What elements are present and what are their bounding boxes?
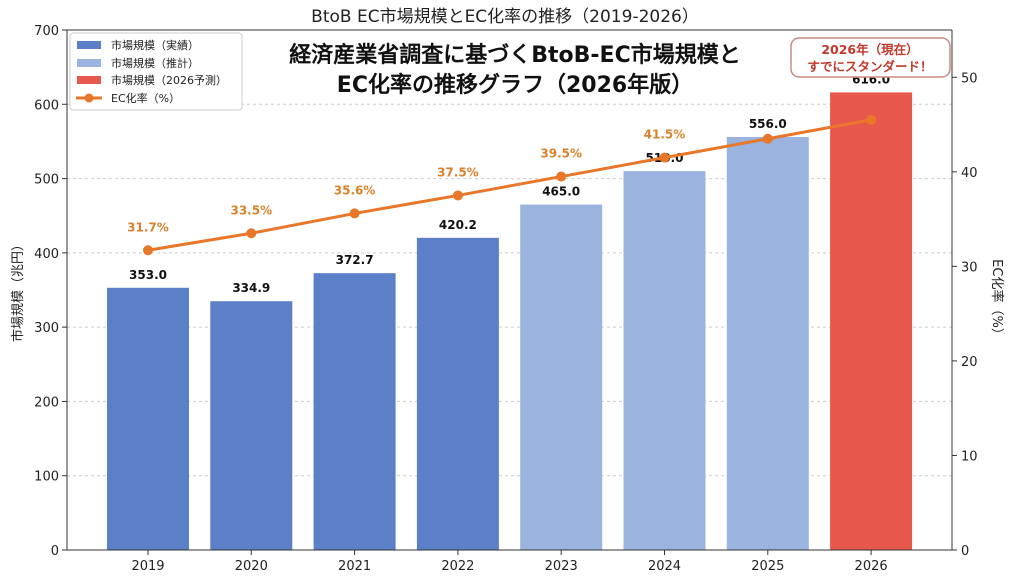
y-tick-label: 400: [34, 247, 59, 262]
bar-label-2021: 372.7: [336, 253, 374, 267]
x-tick-label: 2019: [131, 559, 164, 574]
legend-label-line: EC化率（%）: [111, 91, 180, 105]
ec-rate-label-2023: 39.5%: [540, 147, 582, 161]
legend-swatch-forecast: [77, 76, 101, 84]
overlay-title-line2: EC化率の推移グラフ（2026年版）: [337, 72, 693, 98]
bar-label-2022: 420.2: [439, 218, 477, 232]
legend-label-forecast: 市場規模（2026予測）: [111, 73, 227, 87]
ec-rate-point-2021: [349, 208, 360, 219]
bar-2026: [830, 92, 913, 551]
y-tick-label: 100: [34, 470, 59, 485]
x-tick-label: 2024: [648, 559, 681, 574]
x-tick-label: 2022: [441, 559, 474, 574]
ec-rate-label-2020: 33.5%: [230, 203, 272, 217]
bar-2024: [623, 171, 706, 550]
bar-2022: [416, 237, 499, 550]
bar-2023: [520, 204, 603, 551]
y2-tick-label: 30: [961, 260, 978, 275]
ec-rate-label-2019: 31.7%: [127, 220, 169, 234]
y2-axis-label: EC化率（%）: [989, 259, 1005, 341]
ec-rate-polyline: [147, 118, 872, 252]
ec-rate-label-2024: 41.5%: [644, 128, 686, 142]
bar-label-2020: 334.9: [232, 281, 270, 295]
y2-tick-label: 10: [961, 449, 978, 464]
y2-tick-label: 40: [961, 166, 978, 181]
ec-rate-label-2021: 35.6%: [334, 183, 376, 197]
annotation-box: [790, 37, 951, 78]
ec-rate-point-2026: [866, 114, 877, 125]
x-tick-label: 2025: [751, 559, 784, 574]
bar-label-2019: 353.0: [129, 268, 167, 282]
y-tick-label: 0: [51, 544, 59, 559]
y2-tick-label: 20: [961, 355, 978, 370]
ec-rate-point-2022: [452, 190, 463, 201]
y2-tick-label: 50: [961, 71, 978, 86]
bar-label-2025: 556.0: [749, 117, 787, 131]
annotation-line1: 2026年（現在）: [821, 42, 918, 57]
annotation-line2: すでにスタンダード！: [807, 59, 932, 74]
x-tick-label: 2021: [338, 559, 371, 574]
legend-swatch-estimate: [77, 59, 101, 67]
legend-swatch-actual: [77, 41, 101, 49]
x-tick-label: 2023: [545, 559, 578, 574]
ec-rate-point-2023: [556, 171, 567, 182]
x-tick-label: 2026: [855, 559, 888, 574]
legend-label-actual: 市場規模（実績）: [111, 38, 199, 52]
ec-rate-label-2022: 37.5%: [437, 165, 479, 179]
legend: 市場規模（実績） 市場規模（推計） 市場規模（2026予測） EC化率（%）: [69, 32, 243, 111]
y-tick-label: 300: [34, 321, 59, 336]
y-tick-label: 700: [34, 24, 59, 39]
overlay-title-line1: 経済産業省調査に基づくBtoB-EC市場規模と: [289, 42, 740, 68]
ec-rate-point-2019: [143, 245, 153, 256]
ec-rate-point-2024: [659, 152, 670, 163]
axes: 0 100 200 300 400 500 600 700 0 10 20 30 40 50 2019 202…: [34, 24, 977, 574]
legend-swatch-marker: [84, 93, 94, 103]
ec-rate-point-2020: [246, 228, 257, 239]
bar-2025: [726, 136, 809, 550]
bar-2021: [313, 273, 396, 550]
y2-tick-label: 0: [961, 544, 969, 559]
bar-2019: [107, 287, 189, 550]
y-axis-label: 市場規模（兆円）: [10, 238, 26, 342]
y-tick-label: 500: [34, 173, 59, 188]
ec-rate-line: 31.7% 33.5% 35.6% 37.5% 39.5% 41.5%: [127, 114, 877, 256]
ec-rate-point-2025: [762, 133, 773, 144]
y-tick-label: 200: [34, 395, 59, 410]
bar-2020: [210, 301, 293, 550]
x-tick-label: 2020: [235, 559, 268, 574]
y-tick-label: 600: [34, 98, 59, 113]
chart-title: BtoB EC市場規模とEC化率の推移（2019-2026）: [311, 7, 699, 27]
legend-label-estimate: 市場規模（推計）: [111, 56, 199, 70]
bar-label-2023: 465.0: [542, 185, 580, 199]
